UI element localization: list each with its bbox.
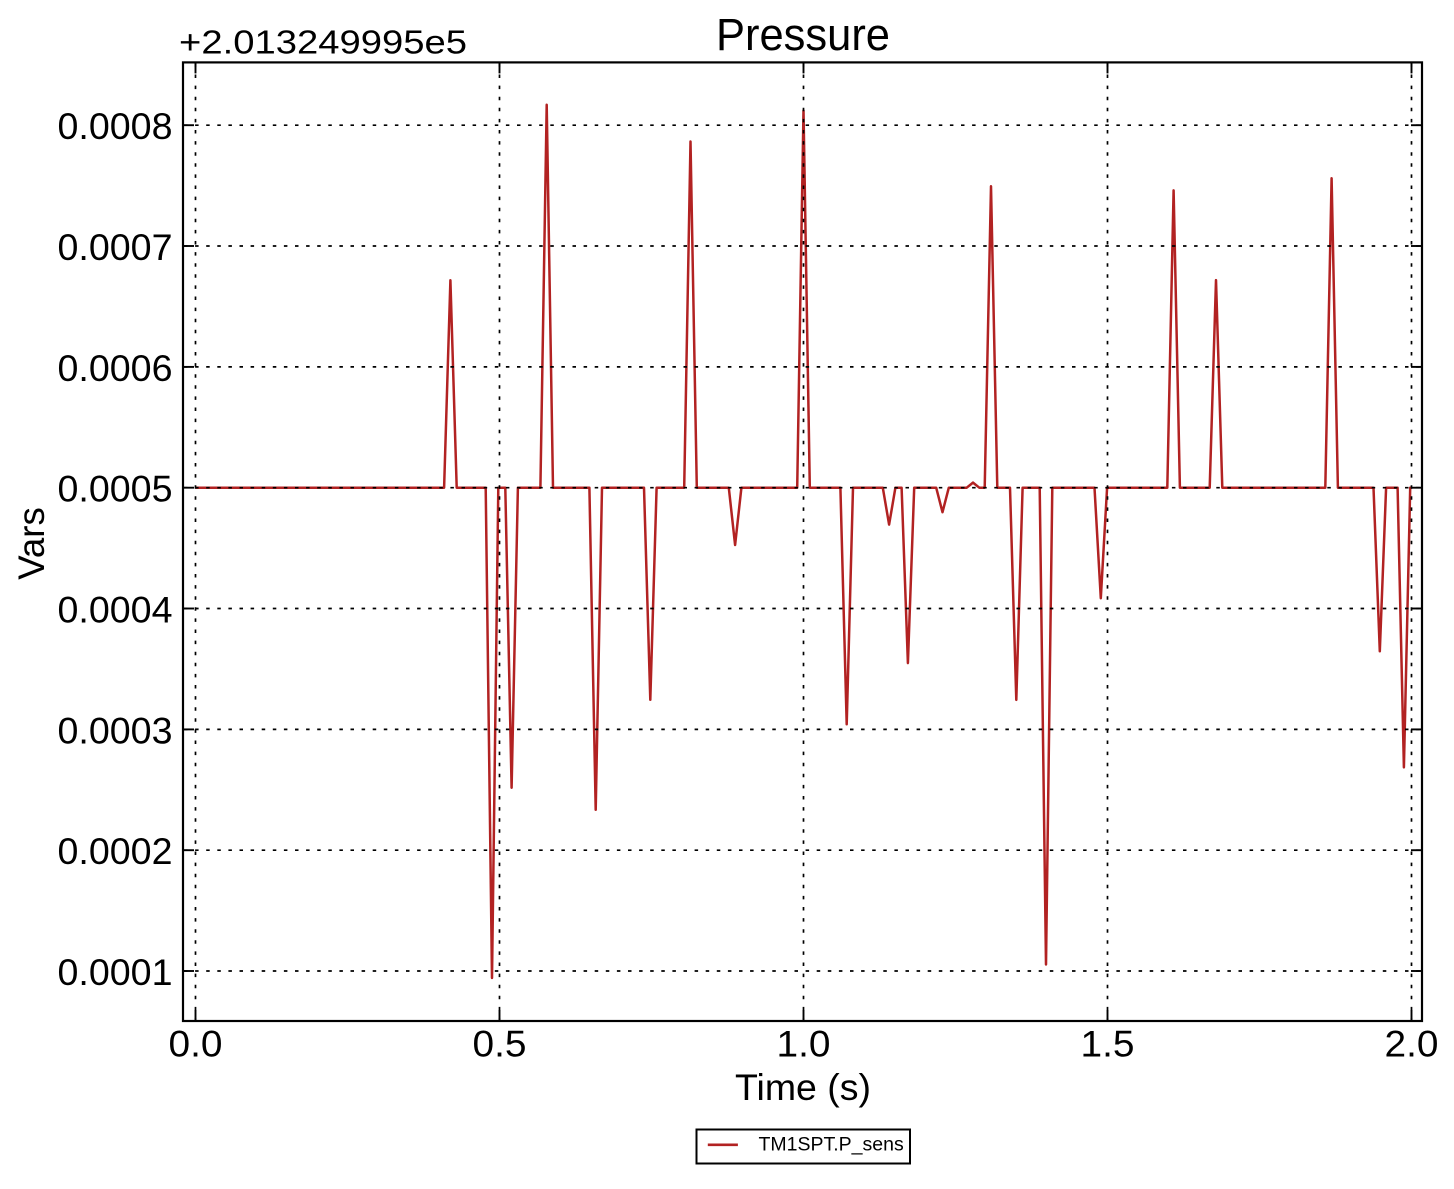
svg-text:0.0006: 0.0006 [58,348,173,389]
svg-text:Vars: Vars [11,507,52,580]
svg-text:0.0005: 0.0005 [58,469,173,510]
svg-text:0.0001: 0.0001 [58,952,173,993]
svg-text:0.0004: 0.0004 [58,590,173,631]
svg-text:TM1SPT.P_sens: TM1SPT.P_sens [759,1134,904,1156]
svg-text:0.0008: 0.0008 [58,106,173,147]
svg-text:0.0007: 0.0007 [58,227,173,268]
svg-text:Pressure: Pressure [716,9,890,60]
svg-text:0.0: 0.0 [169,1023,223,1064]
svg-text:0.0003: 0.0003 [58,710,173,751]
svg-text:+2.013249995e5: +2.013249995e5 [179,24,467,61]
svg-text:Time (s): Time (s) [735,1067,871,1108]
svg-text:1.0: 1.0 [777,1023,831,1064]
svg-text:0.5: 0.5 [473,1023,527,1064]
svg-text:1.5: 1.5 [1081,1023,1135,1064]
svg-text:2.0: 2.0 [1385,1023,1439,1064]
svg-text:0.0002: 0.0002 [58,831,173,872]
